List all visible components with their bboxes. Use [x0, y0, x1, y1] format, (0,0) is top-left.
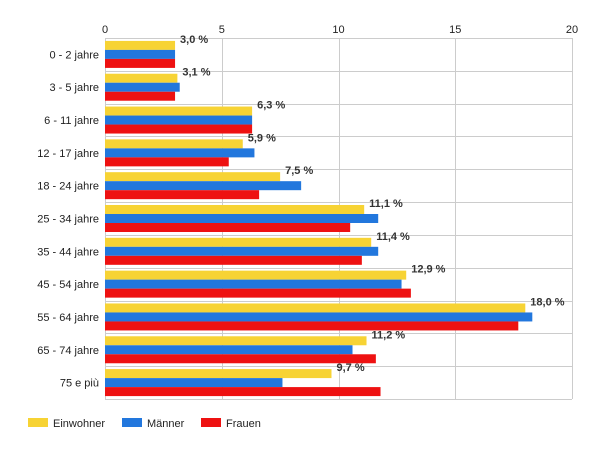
bar-mnner [105, 378, 283, 388]
bar-mnner [105, 181, 302, 191]
bar-frauen [105, 157, 229, 167]
bar-mnner [105, 115, 253, 125]
category-label: 25 - 34 jahre [37, 214, 99, 226]
bar-mnner [105, 82, 180, 92]
bar-einwohner [105, 40, 176, 50]
category-label: 3 - 5 jahre [49, 82, 99, 94]
bar-mnner [105, 148, 255, 158]
legend-swatch [122, 418, 142, 427]
legend-label: Männer [147, 418, 185, 430]
bar-mnner [105, 246, 379, 256]
data-label: 5,9 % [248, 132, 276, 144]
data-label: 7,5 % [285, 165, 313, 177]
category-label: 18 - 24 jahre [37, 181, 99, 193]
data-label: 11,1 % [369, 198, 403, 210]
legend: Einwohner Männer Frauen [28, 418, 261, 430]
category-labels: 0 - 2 jahre 3 - 5 jahre 6 - 11 jahre 12 - 1… [37, 49, 99, 389]
data-label: 9,7 % [336, 362, 364, 374]
category-label: 55 - 64 jahre [37, 312, 99, 324]
category-label: 65 - 74 jahre [37, 345, 99, 357]
bar-frauen [105, 58, 176, 68]
category-label: 75 e più [60, 378, 99, 390]
bar-einwohner [105, 369, 332, 379]
bars [105, 40, 533, 397]
bar-einwohner [105, 106, 253, 116]
x-tick-label: 20 [566, 24, 578, 36]
bar-einwohner [105, 205, 365, 214]
x-tick-label: 15 [449, 24, 461, 36]
legend-swatch [201, 418, 221, 427]
category-label: 45 - 54 jahre [37, 279, 99, 291]
bar-frauen [105, 91, 176, 101]
data-label: 3,1 % [182, 67, 210, 79]
bar-frauen [105, 354, 376, 364]
bar-frauen [105, 124, 253, 134]
bar-mnner [105, 279, 402, 289]
bar-einwohner [105, 172, 281, 182]
bar-mnner [105, 345, 353, 355]
bar-frauen [105, 223, 351, 232]
category-label: 35 - 44 jahre [37, 246, 99, 258]
bar-einwohner [105, 139, 243, 149]
x-axis-ticks: 0 5 10 15 20 [102, 24, 578, 36]
data-labels: 3,0 % 3,1 % 6,3 % 5,9 % 7,5 % 11,1 % 11,4 % 12,… [180, 34, 565, 374]
bar-frauen [105, 321, 519, 331]
bar-einwohner [105, 303, 526, 313]
bar-einwohner [105, 336, 367, 346]
bar-frauen [105, 387, 381, 397]
x-tick-label: 10 [332, 24, 344, 36]
data-label: 11,4 % [376, 231, 410, 243]
bar-mnner [105, 312, 533, 322]
bar-mnner [105, 49, 176, 59]
bar-einwohner [105, 237, 372, 247]
bar-einwohner [105, 73, 178, 83]
bar-frauen [105, 288, 411, 298]
data-label: 18,0 % [530, 296, 564, 308]
legend-label: Einwohner [53, 418, 105, 430]
x-tick-label: 0 [102, 24, 108, 36]
data-label: 12,9 % [411, 264, 445, 276]
bar-mnner [105, 214, 379, 223]
category-label: 12 - 17 jahre [37, 148, 99, 160]
category-label: 6 - 11 jahre [44, 115, 99, 127]
x-tick-label: 5 [219, 24, 225, 36]
legend-label: Frauen [226, 418, 261, 430]
data-label: 3,0 % [180, 34, 208, 46]
data-label: 6,3 % [257, 100, 285, 112]
category-label: 0 - 2 jahre [49, 49, 99, 61]
grid-lines [105, 38, 573, 400]
legend-swatch [28, 418, 48, 427]
bar-frauen [105, 255, 362, 265]
bar-einwohner [105, 270, 407, 280]
bar-frauen [105, 190, 260, 200]
data-label: 11,2 % [372, 329, 406, 341]
